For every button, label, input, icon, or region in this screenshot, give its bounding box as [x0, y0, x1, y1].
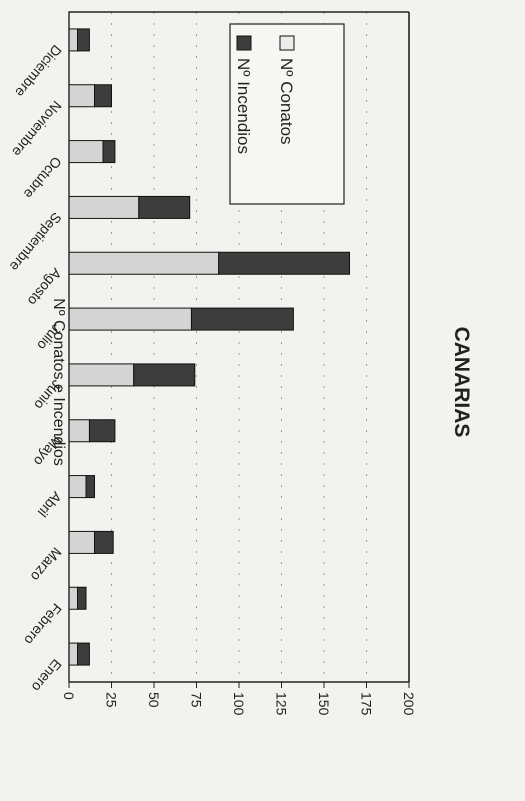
y-tick-label: 25 [104, 692, 120, 708]
bar-conatos [68, 475, 87, 499]
bar-incendios [76, 642, 90, 666]
bar-conatos [68, 251, 220, 275]
y-tick-label: 75 [189, 692, 205, 708]
legend-swatch-conatos [279, 35, 295, 51]
bar-conatos [68, 28, 78, 52]
bar-incendios [218, 251, 350, 275]
x-tick-label: Marzo [28, 544, 65, 584]
y-tick-label: 50 [146, 692, 162, 708]
y-tick-label: 150 [316, 692, 332, 716]
x-tick-label: Febrero [21, 600, 65, 648]
bar-conatos [68, 530, 95, 554]
legend-box [229, 23, 345, 205]
bar-incendios [133, 363, 196, 387]
legend-label-conatos: Nº Conatos [277, 58, 296, 145]
bar-incendios [88, 419, 116, 443]
chart-title: CANARIAS [450, 327, 473, 438]
bar-incendios [76, 28, 90, 52]
legend: Nº Incendios Nº Conatos [229, 23, 345, 205]
bar-conatos [68, 586, 78, 610]
x-tick-label: Noviembre [9, 98, 65, 160]
bar-conatos [68, 363, 135, 387]
bar-incendios [138, 195, 191, 219]
bar-incendios [85, 475, 95, 499]
bar-incendios [94, 84, 112, 108]
legend-label-incendios: Nº Incendios [234, 58, 253, 154]
y-tick-label: 200 [401, 692, 417, 716]
bar-conatos [68, 419, 90, 443]
y-tick-label: 0 [61, 692, 77, 700]
bar-conatos [68, 642, 78, 666]
x-tick-label: Octubre [21, 154, 65, 203]
x-tick-label: Abril [35, 489, 65, 521]
bar-conatos [68, 195, 140, 219]
bars [68, 28, 350, 666]
y-tick-label: 100 [231, 692, 247, 716]
x-tick-label: Diciembre [12, 42, 65, 101]
bar-incendios [94, 530, 114, 554]
legend-swatch-incendios [236, 35, 252, 51]
y-tick-label: 175 [359, 692, 375, 716]
x-tick-label: Enero [29, 656, 65, 695]
bar-incendios [77, 586, 87, 610]
y-tick-label: 125 [274, 692, 290, 716]
bar-conatos [68, 84, 95, 108]
bar-incendios [102, 140, 116, 164]
y-axis-label: Nº Conatos e Incendios [50, 298, 67, 466]
x-tick-label: Septiembre [7, 209, 65, 274]
bar-incendios [190, 307, 294, 331]
bar-conatos [68, 140, 104, 164]
axes: 0 25 50 75 100 125 150 175 200 Enero Febrero Marzo A… [7, 11, 417, 716]
bar-conatos [68, 307, 192, 331]
